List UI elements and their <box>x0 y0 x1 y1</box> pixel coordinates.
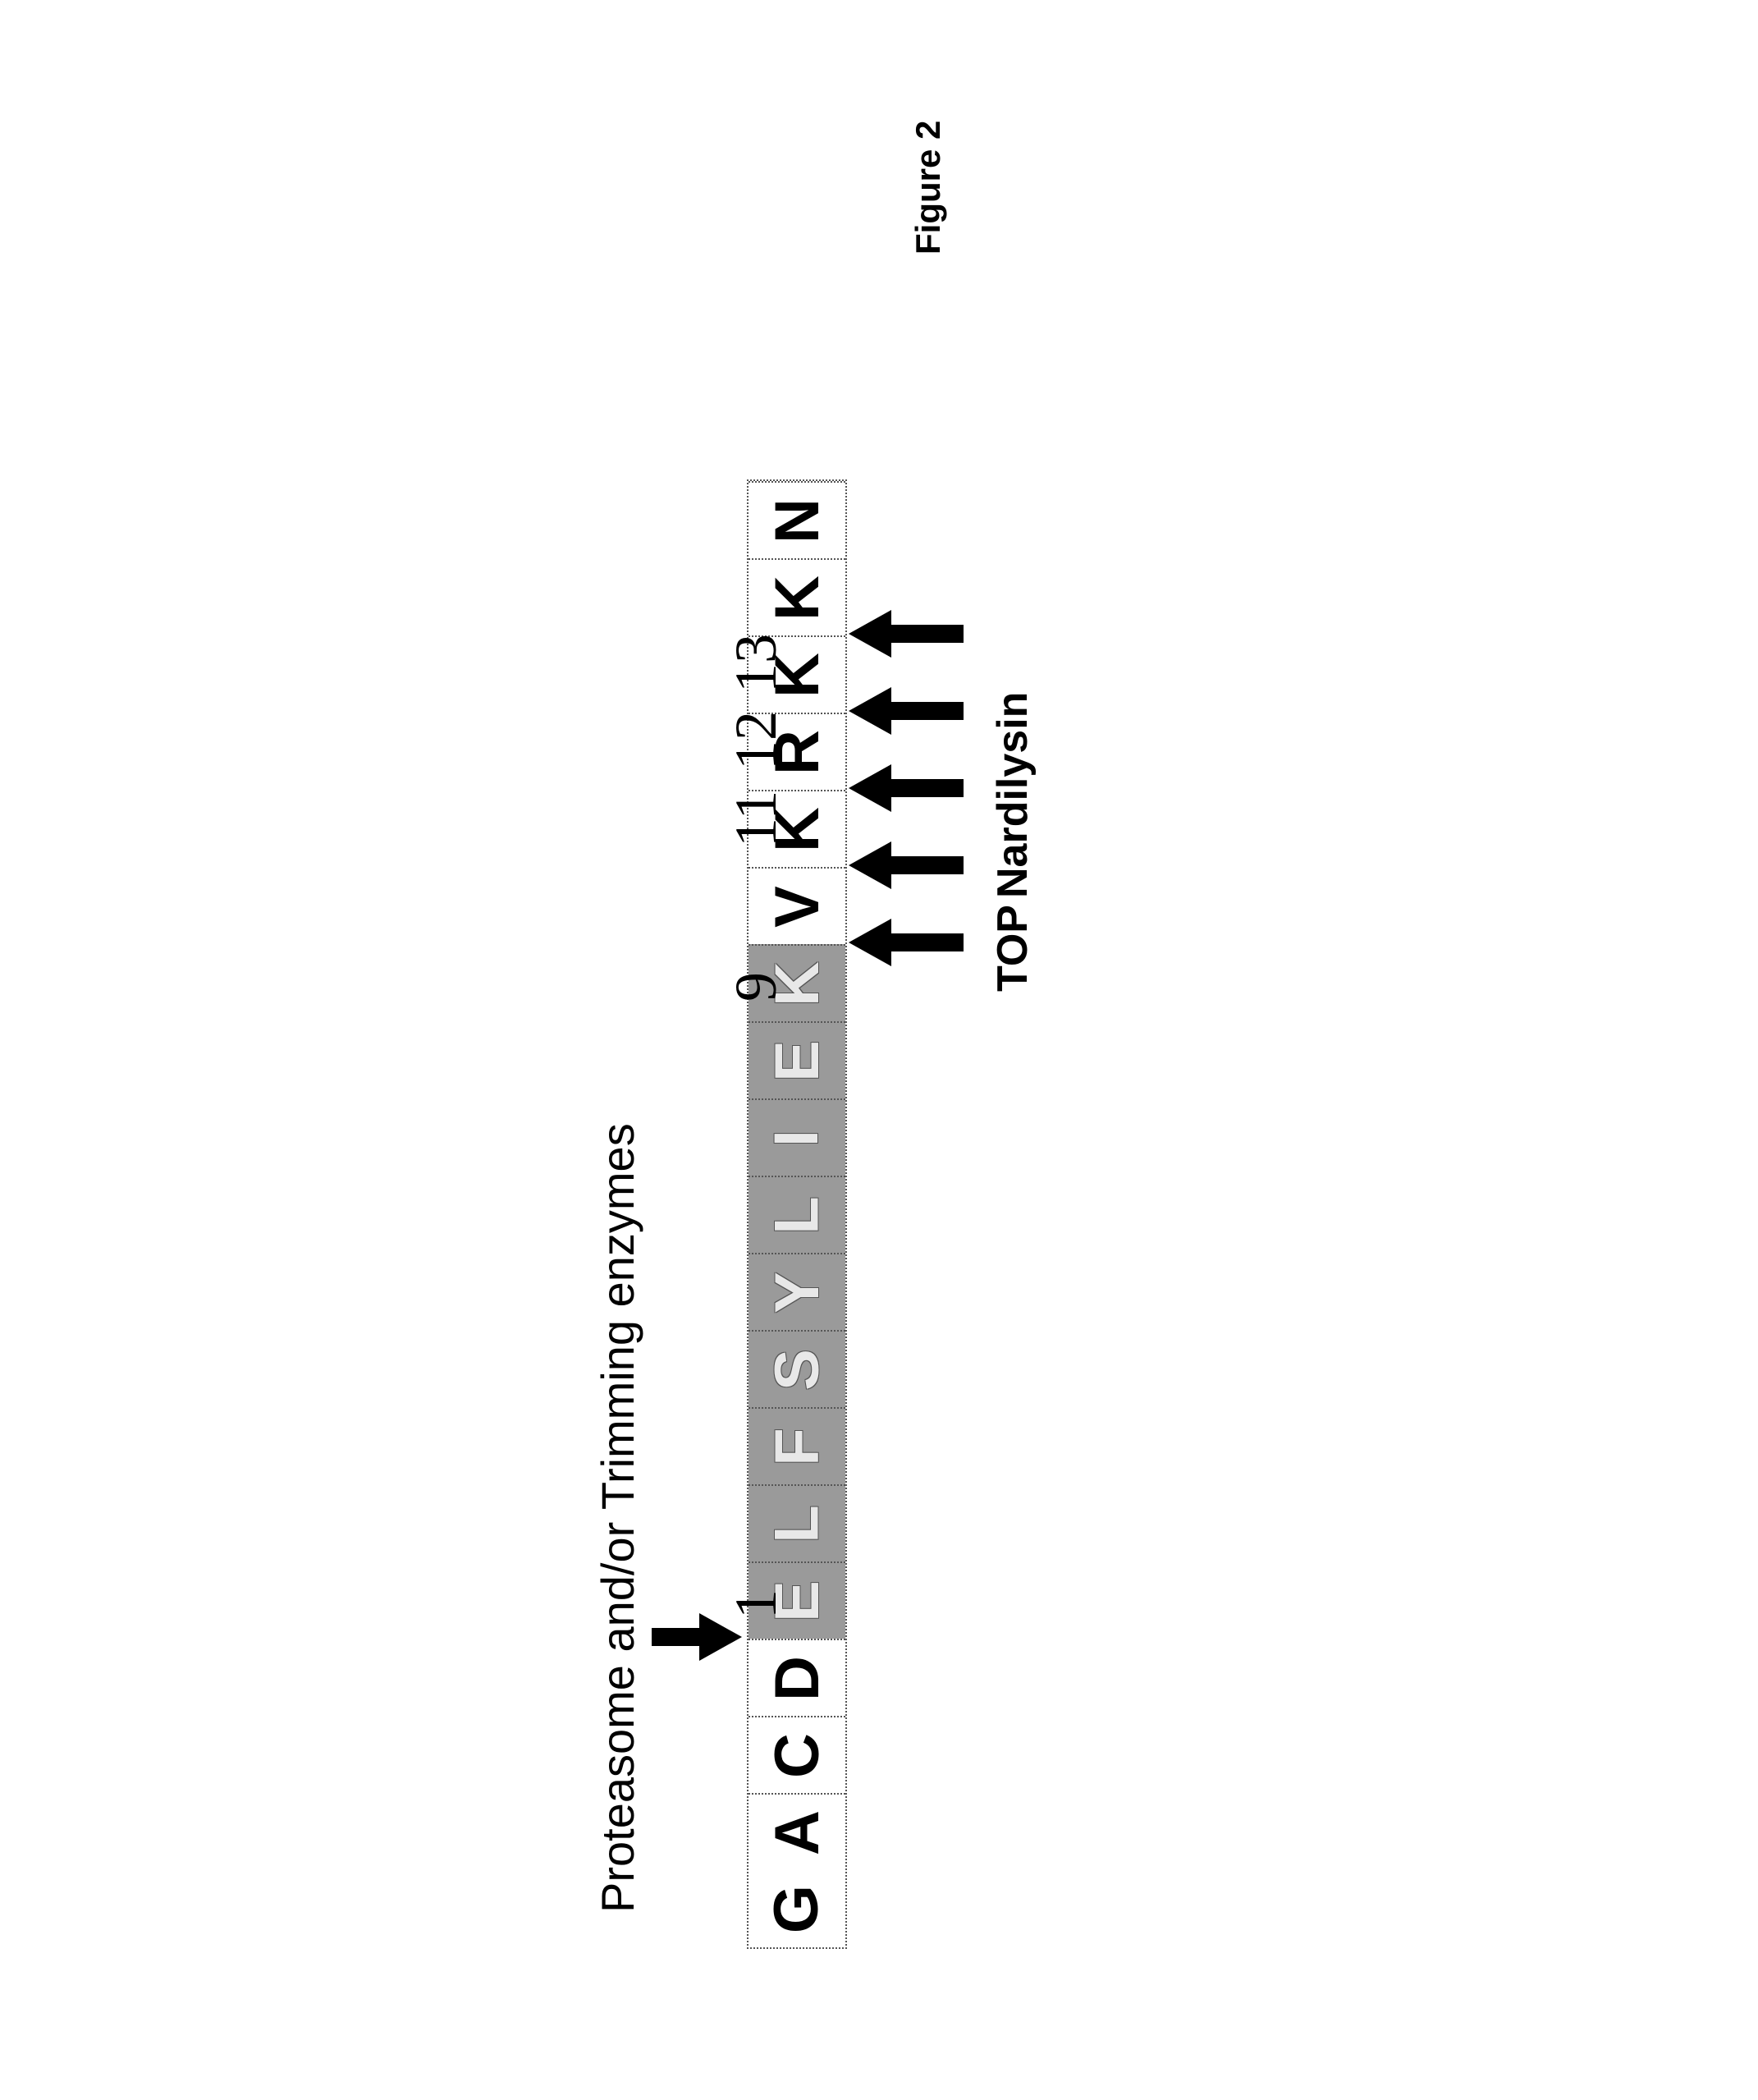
residue-cell: K <box>749 558 845 635</box>
residue-cell: C <box>749 1716 845 1793</box>
residue-cell: N <box>749 481 845 558</box>
residue-cell: F <box>749 1407 845 1484</box>
cleavage-arrow-top <box>849 841 964 889</box>
residue-letter: I <box>762 1129 833 1146</box>
residue-letter: L <box>762 1196 833 1234</box>
position-label: 12 <box>722 711 790 770</box>
residue-letter: V <box>761 886 832 928</box>
cleavage-arrow-top <box>849 687 964 735</box>
residue-letter: G <box>762 1884 833 1933</box>
cleavage-arrow-top <box>849 919 964 966</box>
residue-letter: A <box>761 1810 832 1855</box>
residue-letter: K <box>761 575 832 621</box>
residue-letter: D <box>761 1656 832 1701</box>
residue-letter: Y <box>761 1272 832 1314</box>
residue-letter: E <box>761 1040 832 1082</box>
residue-cell: L <box>749 1484 845 1561</box>
residue-cell: V <box>749 867 845 944</box>
position-label: 9 <box>722 972 790 1002</box>
figure-title: Figure 2 <box>909 121 948 254</box>
label-top-enzyme: TOP <box>988 905 1037 992</box>
residue-cell: S <box>749 1330 845 1407</box>
residue-letter: F <box>762 1428 833 1465</box>
sequence-row: GACDELFSYLIEKVKRKKN <box>747 479 847 1949</box>
residue-cell: Y <box>749 1253 845 1330</box>
residue-letter: C <box>761 1733 832 1778</box>
residue-cell: G <box>749 1870 845 1947</box>
cleavage-arrow-bottom <box>652 1613 742 1661</box>
residue-cell: L <box>749 1176 845 1253</box>
position-label: 11 <box>722 791 790 847</box>
residue-letter: L <box>762 1505 833 1543</box>
label-proteasome-trimming: Proteasome and/or Trimming enzymes <box>591 1123 644 1913</box>
cleavage-arrow-top <box>849 764 964 812</box>
position-label: 13 <box>722 634 790 693</box>
label-nardilysin: Nardilysin <box>988 692 1037 898</box>
residue-cell: D <box>749 1639 845 1716</box>
position-label: 1 <box>722 1589 790 1619</box>
cleavage-arrow-top <box>849 610 964 658</box>
residue-cell: A <box>749 1793 845 1870</box>
residue-cell: I <box>749 1098 845 1176</box>
residue-cell: E <box>749 1021 845 1098</box>
residue-letter: S <box>761 1349 832 1391</box>
residue-letter: N <box>761 498 832 543</box>
